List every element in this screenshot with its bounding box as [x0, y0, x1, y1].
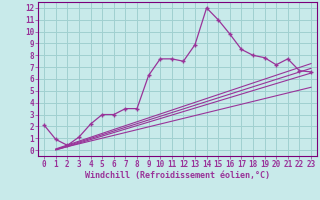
X-axis label: Windchill (Refroidissement éolien,°C): Windchill (Refroidissement éolien,°C) — [85, 171, 270, 180]
